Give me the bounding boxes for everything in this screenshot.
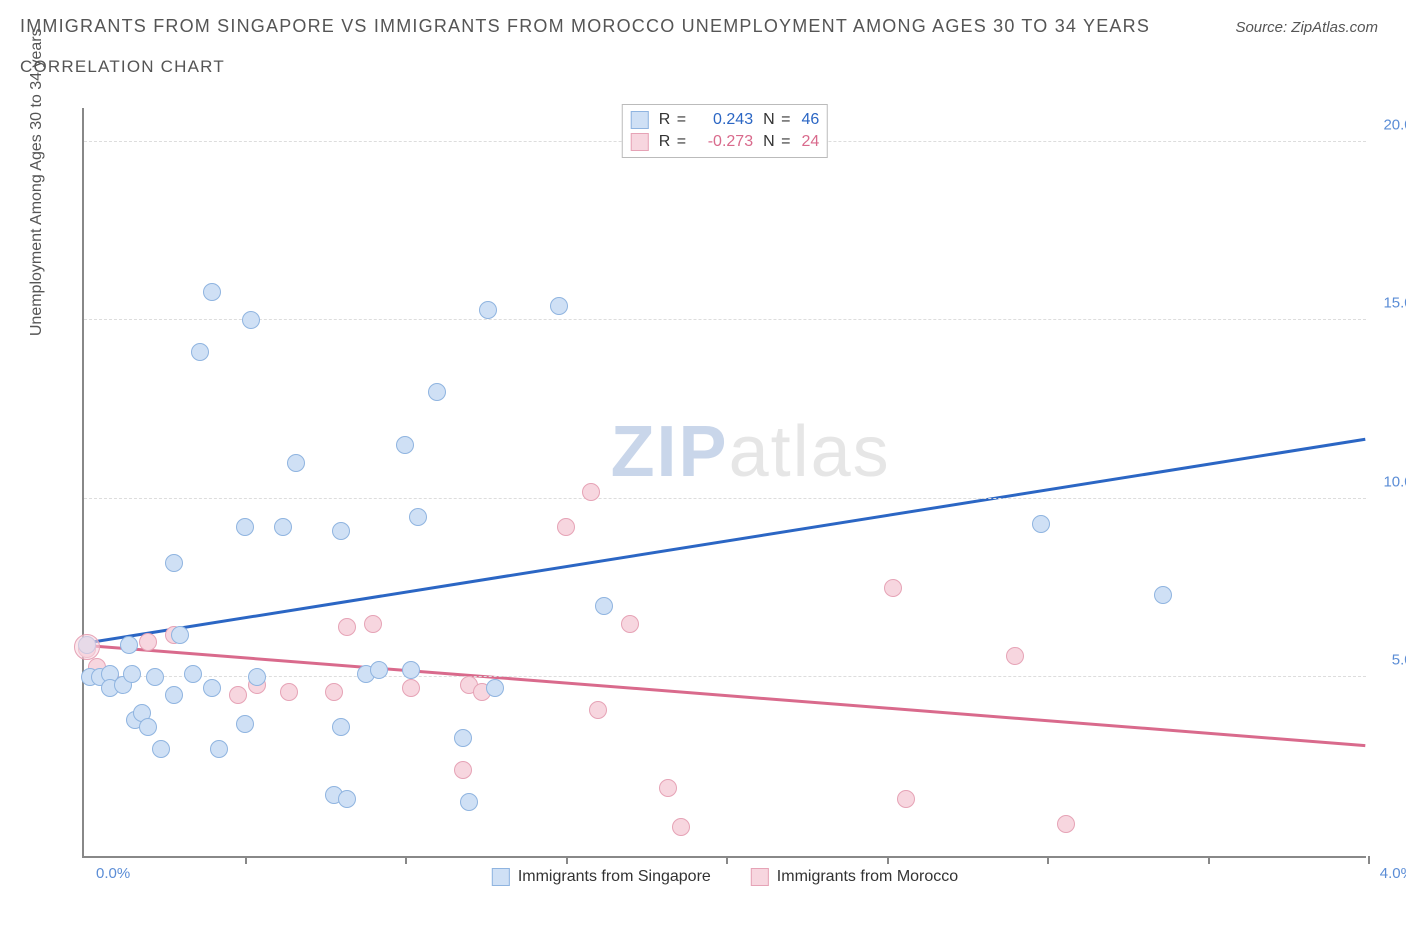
- origin-cluster: [74, 634, 100, 660]
- r-value-singapore: 0.243: [697, 111, 753, 129]
- n-value-singapore: 46: [801, 111, 819, 129]
- scatter-point-singapore: [595, 597, 613, 615]
- scatter-point-singapore: [152, 740, 170, 758]
- scatter-point-singapore: [428, 383, 446, 401]
- watermark: ZIPatlas: [611, 411, 891, 493]
- scatter-point-singapore: [338, 790, 356, 808]
- legend-label-singapore: Immigrants from Singapore: [518, 868, 711, 886]
- series-legend: Immigrants from Singapore Immigrants fro…: [492, 868, 958, 886]
- correlation-legend: R = 0.243 N = 46 R = -0.273 N = 24: [622, 104, 828, 158]
- chart-container: Unemployment Among Ages 30 to 34 years Z…: [60, 100, 1380, 880]
- swatch-morocco: [751, 868, 769, 886]
- scatter-point-singapore: [210, 740, 228, 758]
- scatter-point-morocco: [454, 761, 472, 779]
- scatter-point-morocco: [139, 633, 157, 651]
- y-tick-label: 5.0%: [1392, 652, 1406, 669]
- scatter-point-singapore: [550, 297, 568, 315]
- scatter-point-singapore: [146, 668, 164, 686]
- r-label: R =: [659, 111, 687, 129]
- scatter-point-singapore: [236, 518, 254, 536]
- scatter-point-singapore: [409, 508, 427, 526]
- plot-area: ZIPatlas R = 0.243 N = 46 R = -0.273 N =…: [82, 108, 1366, 858]
- scatter-point-singapore: [486, 679, 504, 697]
- scatter-point-singapore: [139, 718, 157, 736]
- y-tick-label: 20.0%: [1383, 116, 1406, 133]
- scatter-point-singapore: [171, 626, 189, 644]
- scatter-point-morocco: [897, 790, 915, 808]
- scatter-point-morocco: [280, 683, 298, 701]
- x-tick: [887, 856, 889, 864]
- scatter-point-singapore: [460, 793, 478, 811]
- source-label: Source: ZipAtlas.com: [1235, 19, 1378, 36]
- scatter-point-morocco: [582, 483, 600, 501]
- x-origin-label: 0.0%: [96, 865, 130, 882]
- gridline: [84, 498, 1366, 499]
- scatter-point-singapore: [1154, 586, 1172, 604]
- scatter-point-morocco: [1006, 647, 1024, 665]
- x-tick: [405, 856, 407, 864]
- scatter-point-singapore: [120, 636, 138, 654]
- scatter-point-morocco: [659, 779, 677, 797]
- scatter-point-singapore: [332, 522, 350, 540]
- scatter-point-singapore: [123, 665, 141, 683]
- y-axis-label: Unemployment Among Ages 30 to 34 years: [28, 28, 46, 336]
- swatch-morocco: [631, 133, 649, 151]
- x-tick: [1047, 856, 1049, 864]
- x-tick: [726, 856, 728, 864]
- n-label: N =: [763, 133, 791, 151]
- n-value-morocco: 24: [801, 133, 819, 151]
- scatter-point-morocco: [672, 818, 690, 836]
- scatter-point-morocco: [364, 615, 382, 633]
- x-tick: [245, 856, 247, 864]
- swatch-singapore: [631, 111, 649, 129]
- scatter-point-morocco: [1057, 815, 1075, 833]
- scatter-point-morocco: [338, 618, 356, 636]
- y-tick-label: 10.0%: [1383, 473, 1406, 490]
- scatter-point-singapore: [191, 343, 209, 361]
- scatter-point-singapore: [274, 518, 292, 536]
- scatter-point-morocco: [557, 518, 575, 536]
- scatter-point-singapore: [236, 715, 254, 733]
- scatter-point-morocco: [589, 701, 607, 719]
- scatter-point-singapore: [184, 665, 202, 683]
- scatter-point-morocco: [325, 683, 343, 701]
- scatter-point-singapore: [396, 436, 414, 454]
- scatter-point-morocco: [621, 615, 639, 633]
- r-label: R =: [659, 133, 687, 151]
- x-tick: [566, 856, 568, 864]
- scatter-point-singapore: [454, 729, 472, 747]
- gridline: [84, 676, 1366, 677]
- x-end-label: 4.0%: [1380, 865, 1406, 882]
- trend-lines: [84, 108, 1366, 856]
- chart-title: IMMIGRANTS FROM SINGAPORE VS IMMIGRANTS …: [20, 16, 1150, 37]
- legend-label-morocco: Immigrants from Morocco: [777, 868, 958, 886]
- scatter-point-morocco: [229, 686, 247, 704]
- scatter-point-singapore: [203, 679, 221, 697]
- gridline: [84, 319, 1366, 320]
- scatter-point-singapore: [165, 554, 183, 572]
- scatter-point-singapore: [479, 301, 497, 319]
- r-value-morocco: -0.273: [697, 133, 753, 151]
- scatter-point-singapore: [402, 661, 420, 679]
- scatter-point-singapore: [242, 311, 260, 329]
- scatter-point-singapore: [1032, 515, 1050, 533]
- scatter-point-singapore: [165, 686, 183, 704]
- scatter-point-singapore: [203, 283, 221, 301]
- scatter-point-singapore: [287, 454, 305, 472]
- n-label: N =: [763, 111, 791, 129]
- chart-subtitle: CORRELATION CHART: [20, 57, 1406, 77]
- scatter-point-singapore: [248, 668, 266, 686]
- swatch-singapore: [492, 868, 510, 886]
- scatter-point-singapore: [332, 718, 350, 736]
- x-tick: [1208, 856, 1210, 864]
- scatter-point-singapore: [370, 661, 388, 679]
- scatter-point-morocco: [884, 579, 902, 597]
- scatter-point-morocco: [402, 679, 420, 697]
- x-tick: [1368, 856, 1370, 864]
- y-tick-label: 15.0%: [1383, 295, 1406, 312]
